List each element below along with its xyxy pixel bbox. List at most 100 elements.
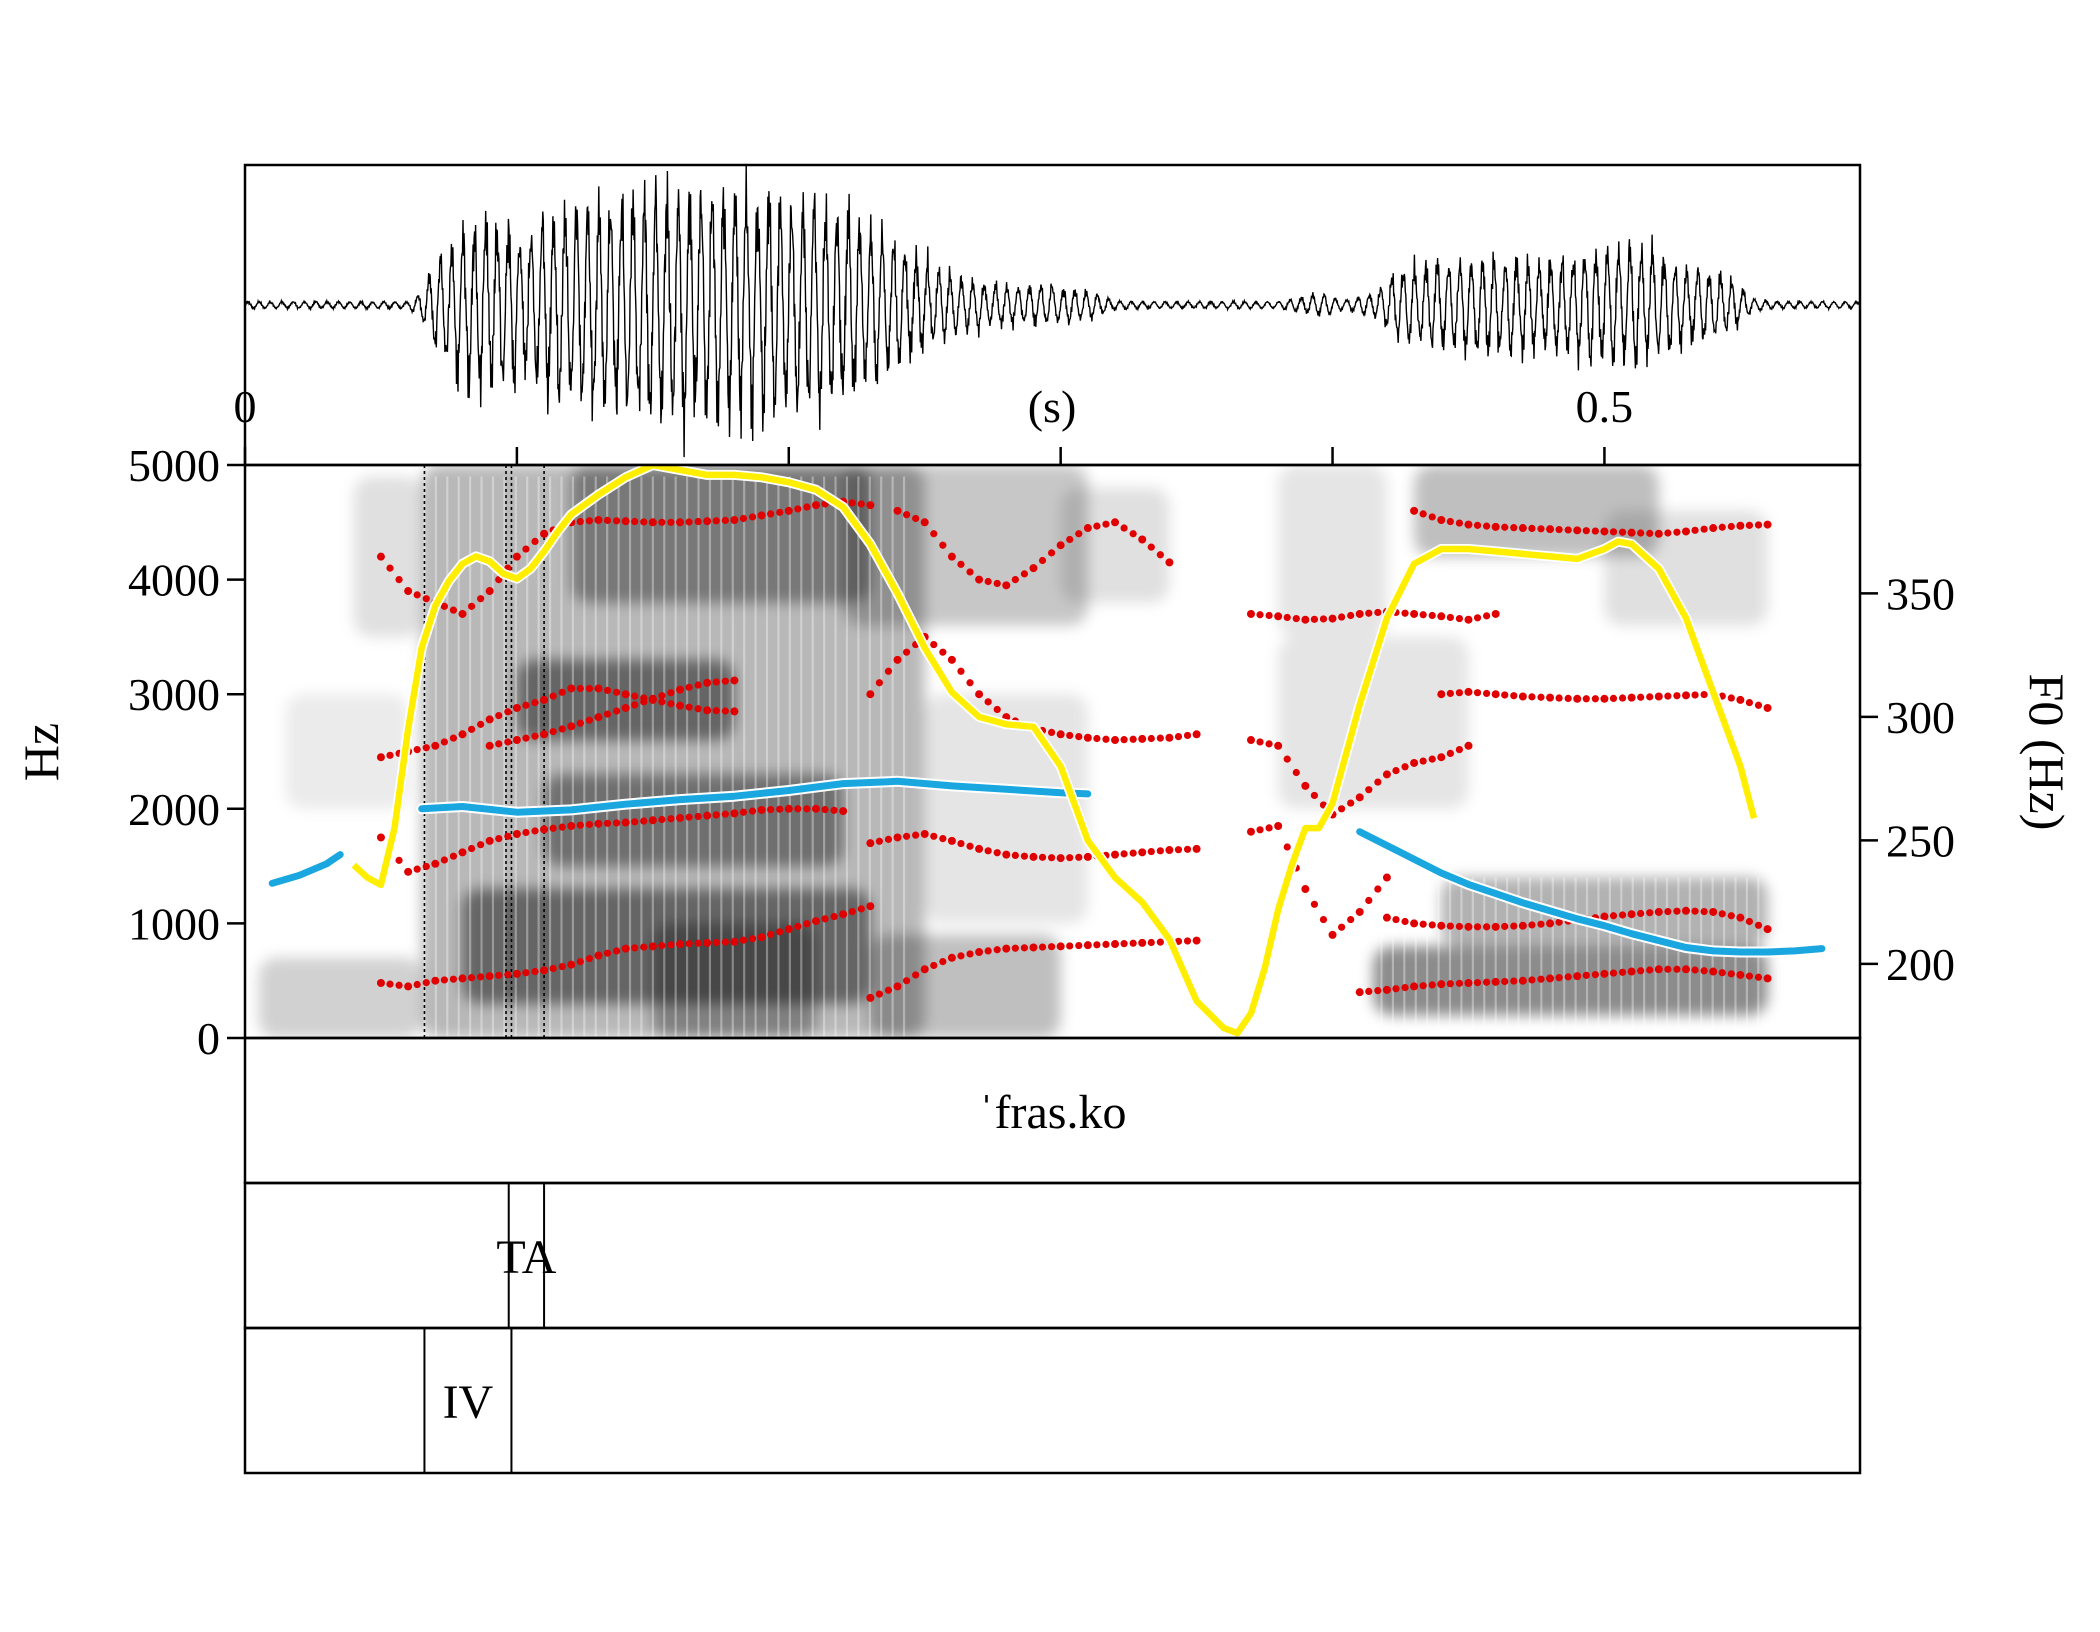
formant-point	[567, 821, 576, 830]
spectrogram-energy	[258, 957, 422, 1038]
formant-point	[667, 689, 675, 697]
formant-point	[1537, 920, 1545, 928]
formant-point	[1473, 689, 1482, 697]
formant-point	[912, 514, 920, 523]
formant-point	[512, 703, 521, 712]
formant-point	[1310, 900, 1319, 908]
formant-point	[767, 510, 775, 518]
formant-point	[1455, 922, 1464, 931]
formant-point	[612, 517, 621, 525]
formant-point	[485, 715, 494, 724]
formant-point	[1246, 609, 1255, 618]
formant-point	[1473, 614, 1482, 622]
formant-point	[1174, 846, 1183, 854]
formant-point	[939, 648, 947, 656]
formant-point	[658, 698, 666, 706]
formant-point	[685, 813, 693, 821]
formant-point	[966, 950, 974, 958]
formant-point	[477, 720, 485, 728]
formant-point	[1156, 734, 1164, 742]
formant-point	[1591, 970, 1599, 979]
formant-point	[1582, 527, 1590, 535]
formant-point	[1709, 967, 1718, 976]
formant-point	[1681, 527, 1690, 536]
formant-point	[386, 564, 394, 572]
formant-point	[395, 576, 403, 584]
formant-point	[1618, 528, 1627, 536]
formant-point	[1174, 937, 1183, 945]
formant-point	[1673, 692, 1681, 700]
spectrogram-energy	[285, 694, 409, 809]
formant-point	[1745, 521, 1754, 529]
formant-point	[549, 728, 557, 736]
formant-point	[413, 865, 421, 873]
formant-point	[1618, 694, 1627, 702]
formant-point	[839, 807, 848, 816]
formant-point	[631, 944, 639, 952]
formant-point	[1129, 530, 1137, 538]
formant-point	[1274, 821, 1283, 830]
formant-point	[1038, 556, 1047, 565]
formant-point	[1138, 938, 1147, 947]
formant-point	[1038, 943, 1047, 951]
formant-point	[658, 518, 666, 526]
formant-point	[1564, 526, 1572, 534]
formant-point	[585, 954, 593, 963]
formant-point	[1537, 975, 1545, 983]
formant-point	[386, 980, 394, 988]
formant-point	[1129, 939, 1137, 947]
formant-point	[930, 530, 938, 538]
formant-point	[1727, 970, 1735, 978]
formant-point	[1374, 885, 1382, 893]
formant-point	[1754, 521, 1763, 529]
formant-point	[902, 511, 911, 519]
formant-point	[984, 698, 992, 706]
formant-point	[902, 648, 911, 656]
formant-point	[721, 677, 729, 685]
formant-point	[431, 859, 440, 868]
formant-point	[730, 809, 739, 818]
formant-point	[1093, 734, 1101, 743]
formant-point	[585, 820, 593, 829]
formant-point	[1718, 910, 1726, 918]
formant-point	[1501, 977, 1509, 986]
formant-point	[1365, 786, 1373, 794]
formant-point	[504, 832, 512, 840]
formant-point	[1518, 976, 1527, 985]
formant-point	[1129, 735, 1137, 743]
formant-point	[1637, 909, 1645, 918]
formant-point	[549, 692, 557, 700]
formant-point	[458, 609, 467, 618]
waveform-panel: 0 (s) 0.5	[234, 163, 1862, 467]
formant-point	[1183, 937, 1192, 945]
formant-point	[748, 513, 757, 521]
formant-point	[1401, 917, 1409, 926]
formant-point	[975, 948, 984, 957]
formant-point	[947, 655, 956, 664]
formant-point	[1075, 733, 1083, 741]
formant-point	[1120, 524, 1128, 532]
formant-point	[1446, 980, 1454, 988]
formant-point	[1047, 943, 1056, 951]
formant-point	[848, 499, 856, 507]
formant-point	[1138, 734, 1147, 743]
tier-iv-label: IV	[443, 1376, 494, 1429]
formant-point	[794, 805, 802, 813]
formant-point	[1646, 909, 1654, 917]
formant-point	[993, 849, 1001, 857]
formant-point	[1120, 940, 1128, 948]
formant-point	[1763, 925, 1772, 934]
formant-point	[1029, 943, 1038, 952]
formant-point	[1192, 730, 1201, 739]
formant-point	[1637, 529, 1645, 537]
formant-point	[1256, 738, 1264, 746]
formant-point	[794, 505, 802, 513]
formant-point	[1654, 692, 1663, 701]
formant-point	[531, 699, 539, 707]
formant-point	[821, 805, 829, 814]
formant-point	[748, 935, 757, 943]
formant-point	[495, 834, 503, 843]
formant-point	[1763, 703, 1772, 712]
formant-point	[685, 940, 693, 948]
formant-point	[821, 915, 829, 923]
